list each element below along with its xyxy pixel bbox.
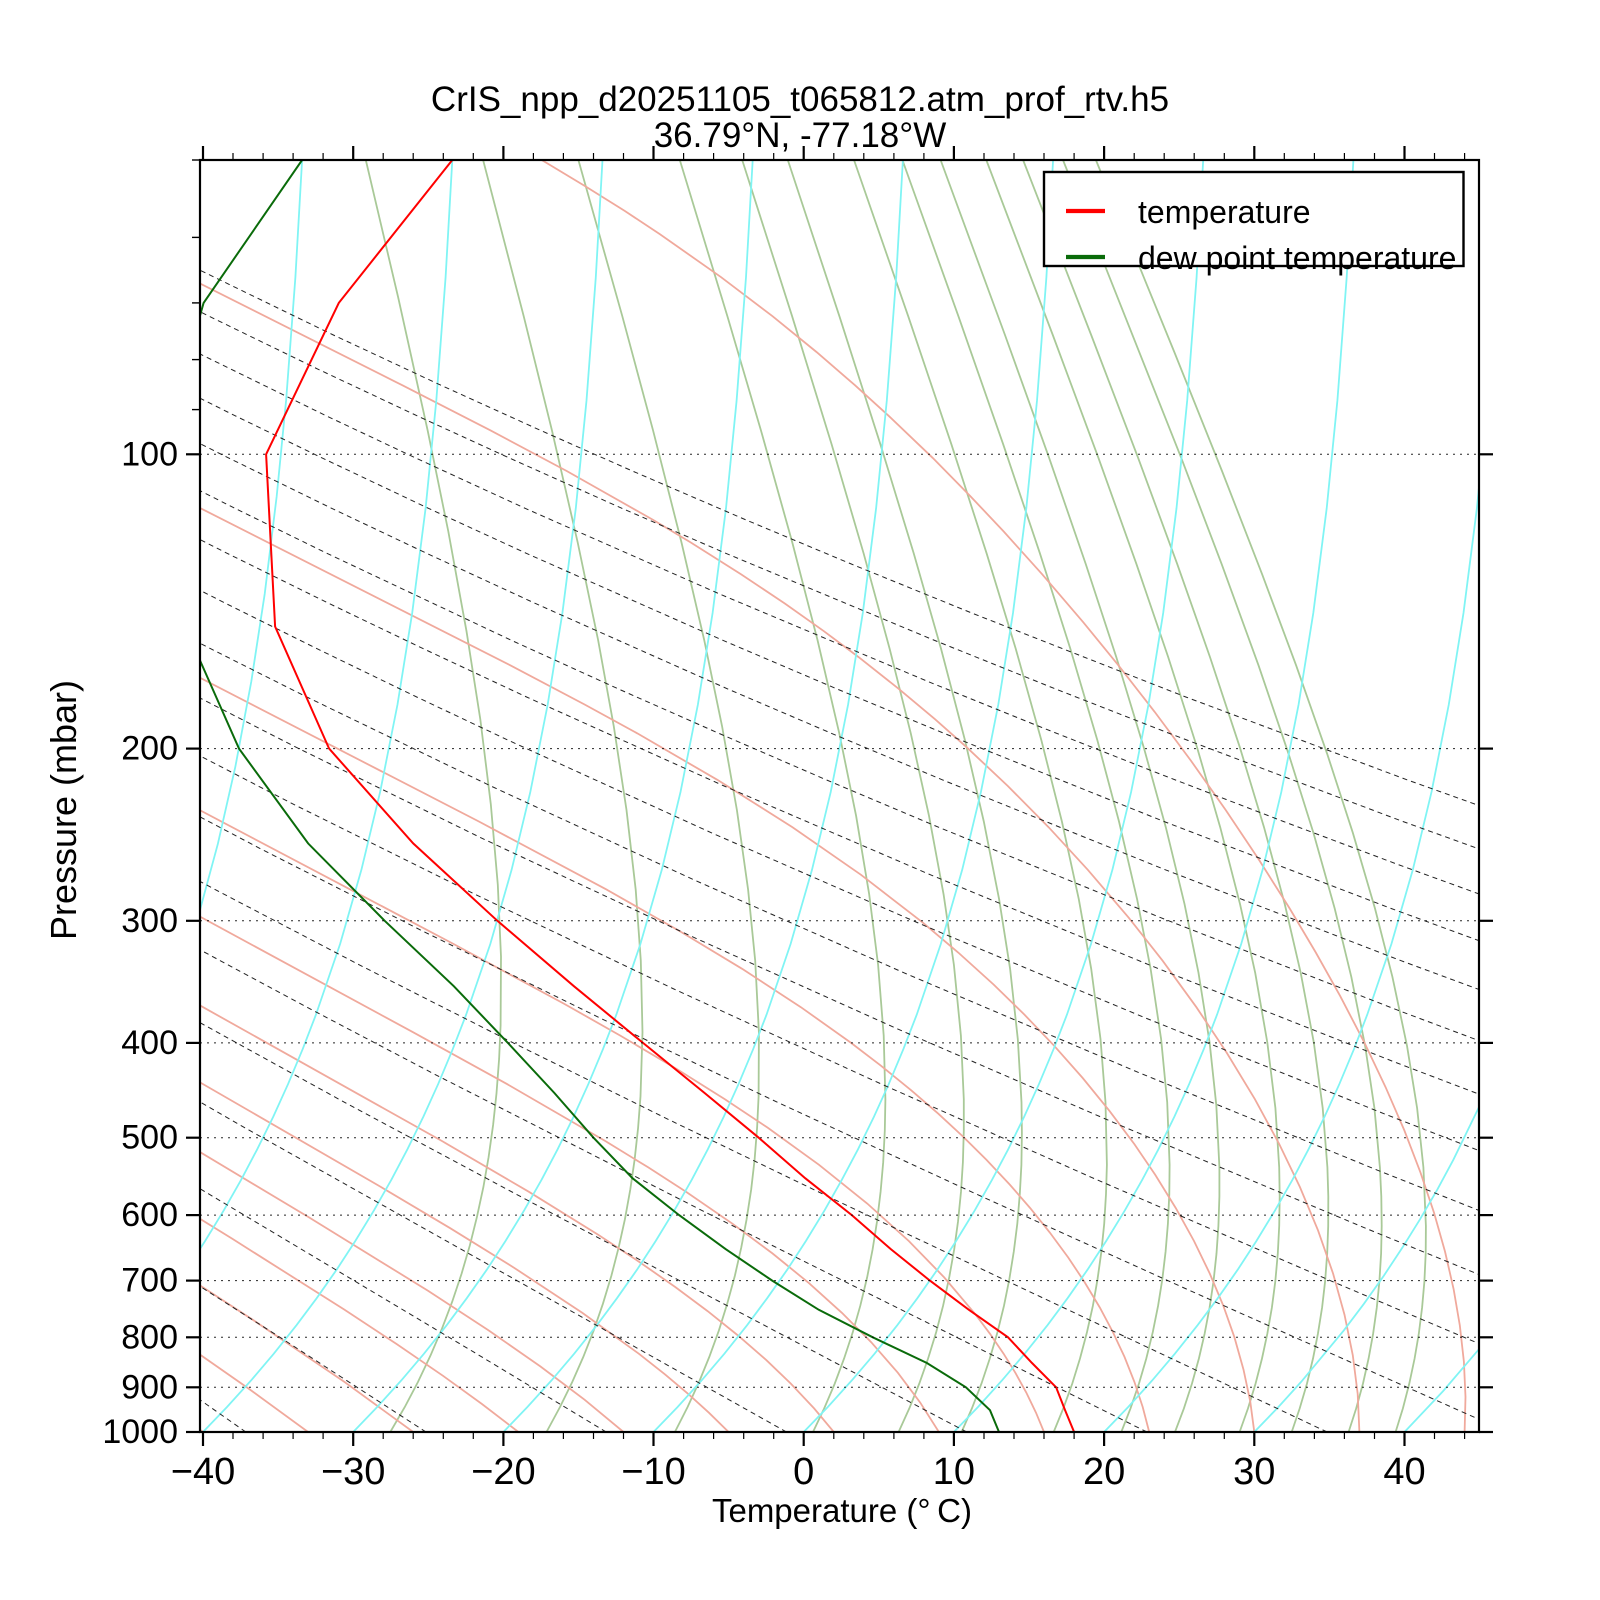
svg-text:900: 900 (121, 1368, 178, 1406)
svg-text:dew point temperature: dew point temperature (1138, 240, 1456, 276)
svg-text:−10: −10 (621, 1451, 685, 1493)
svg-text:800: 800 (121, 1318, 178, 1356)
svg-text:40: 40 (1383, 1451, 1425, 1493)
svg-text:300: 300 (121, 902, 178, 940)
svg-text:36.79°N, -77.18°W: 36.79°N, -77.18°W (654, 116, 947, 155)
svg-text:400: 400 (121, 1024, 178, 1062)
svg-text:10: 10 (933, 1451, 975, 1493)
svg-text:Pressure (mbar): Pressure (mbar) (43, 680, 84, 940)
svg-text:30: 30 (1233, 1451, 1275, 1493)
svg-text:−40: −40 (171, 1451, 235, 1493)
svg-text:temperature: temperature (1138, 194, 1311, 230)
svg-text:20: 20 (1083, 1451, 1125, 1493)
svg-text:600: 600 (121, 1196, 178, 1234)
svg-text:200: 200 (121, 730, 178, 768)
svg-text:700: 700 (121, 1262, 178, 1300)
svg-text:−20: −20 (471, 1451, 535, 1493)
svg-text:−30: −30 (321, 1451, 385, 1493)
svg-text:0: 0 (793, 1451, 814, 1493)
svg-text:1000: 1000 (102, 1413, 178, 1451)
svg-text:Temperature (° C): Temperature (° C) (712, 1492, 972, 1529)
svg-text:CrIS_npp_d20251105_t065812.atm: CrIS_npp_d20251105_t065812.atm_prof_rtv.… (431, 80, 1169, 119)
svg-text:100: 100 (121, 435, 178, 473)
svg-text:500: 500 (121, 1119, 178, 1157)
